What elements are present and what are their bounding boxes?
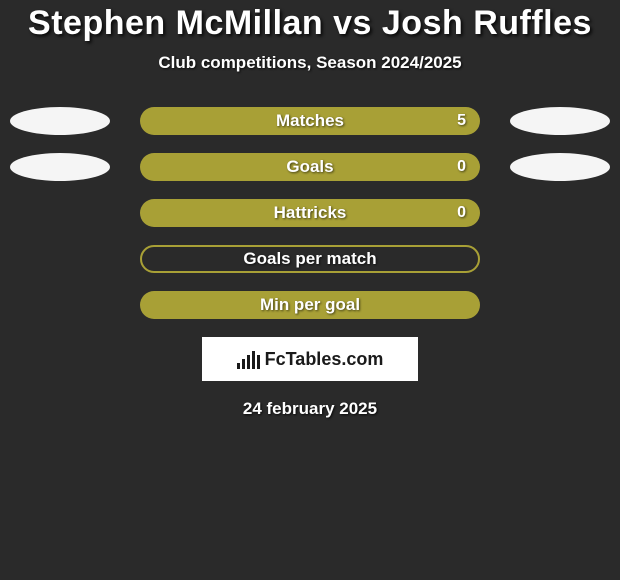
stat-label: Matches <box>276 111 344 131</box>
stat-value: 5 <box>457 112 466 130</box>
stat-value: 0 <box>457 204 466 222</box>
subtitle: Club competitions, Season 2024/2025 <box>158 53 461 73</box>
stats-rows: Matches 5 Goals 0 Hattricks 0 Goals per … <box>0 107 620 319</box>
stat-row: Goals 0 <box>0 153 620 181</box>
stat-bar: Matches 5 <box>140 107 480 135</box>
right-pill <box>510 153 610 181</box>
stat-row: Goals per match <box>0 245 620 273</box>
comparison-infographic: Stephen McMillan vs Josh Ruffles Club co… <box>0 0 620 580</box>
stat-label: Min per goal <box>260 295 360 315</box>
stat-row: Hattricks 0 <box>0 199 620 227</box>
stat-label: Goals per match <box>243 249 376 269</box>
date-label: 24 february 2025 <box>243 399 377 419</box>
stat-value: 0 <box>457 158 466 176</box>
stat-label: Goals <box>286 157 333 177</box>
logo-badge: FcTables.com <box>202 337 418 381</box>
bar-chart-icon <box>237 349 261 369</box>
right-pill <box>510 107 610 135</box>
stat-bar: Hattricks 0 <box>140 199 480 227</box>
stat-row: Min per goal <box>0 291 620 319</box>
left-pill <box>10 153 110 181</box>
stat-row: Matches 5 <box>0 107 620 135</box>
stat-bar: Goals 0 <box>140 153 480 181</box>
left-pill <box>10 107 110 135</box>
stat-label: Hattricks <box>274 203 347 223</box>
stat-bar: Min per goal <box>140 291 480 319</box>
stat-bar: Goals per match <box>140 245 480 273</box>
logo-text: FcTables.com <box>265 349 384 370</box>
page-title: Stephen McMillan vs Josh Ruffles <box>28 4 592 43</box>
